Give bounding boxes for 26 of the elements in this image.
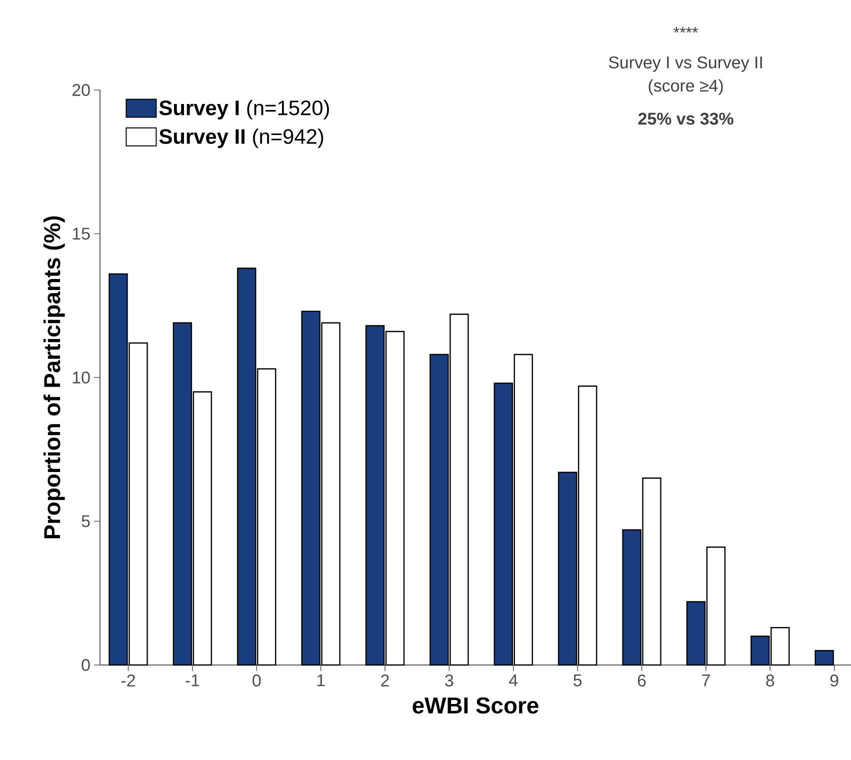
text: Survey I vs Survey II	[608, 56, 762, 72]
y-tick-label: 20	[72, 84, 90, 96]
bar	[814, 650, 834, 666]
y-tick-label: 10	[72, 371, 90, 384]
x-tick-label: 7	[702, 674, 710, 686]
y-tick-label: 5	[82, 515, 90, 528]
text: ****	[674, 27, 698, 33]
x-tick-label: 8	[766, 674, 774, 687]
legend-label: Survey I (n=1520)	[159, 100, 329, 120]
annotation: 25% vs 33%	[638, 112, 734, 125]
x-tick-label: 4	[509, 674, 518, 686]
x-tick-label: 9	[830, 674, 838, 687]
x-tick-label: 5	[574, 674, 582, 686]
x-tick-label: 2	[381, 674, 389, 686]
legend-label: Survey II (n=942)	[159, 128, 324, 148]
x-tick-label: 6	[638, 674, 646, 687]
x-tick-label: 0	[252, 674, 261, 687]
x-tick-label: -1	[186, 674, 200, 686]
x-tick-label: 3	[445, 674, 454, 687]
y-tick-label: 15	[72, 228, 90, 240]
x-tick-label: -2	[121, 674, 135, 686]
x-tick-label: 1	[317, 674, 325, 686]
x-axis-title: eWBI Score	[412, 697, 538, 714]
y-tick-label: 0	[82, 659, 90, 671]
annotation: (score ≥4)	[648, 79, 723, 95]
y-axis-title: Proportion of Participants (%)	[43, 216, 65, 538]
